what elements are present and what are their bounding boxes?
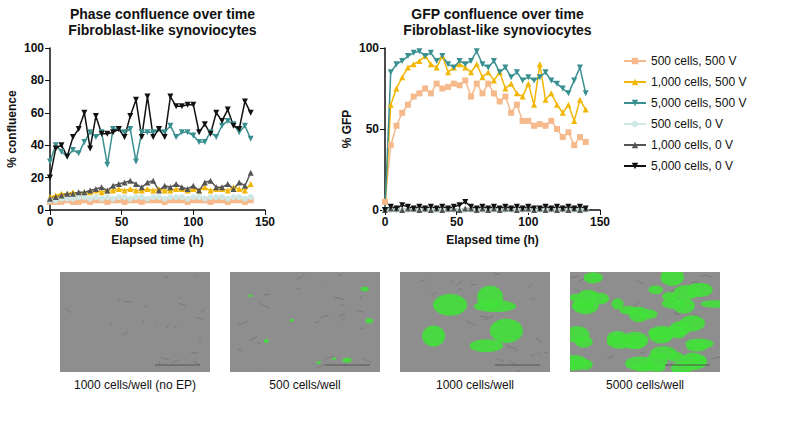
svg-text:100: 100 xyxy=(518,215,538,229)
svg-text:GFP confluence over time: GFP confluence over time xyxy=(411,6,584,22)
svg-text:100: 100 xyxy=(359,41,379,55)
svg-text:150: 150 xyxy=(255,215,275,229)
svg-text:20: 20 xyxy=(31,171,45,185)
svg-text:40: 40 xyxy=(31,138,45,152)
svg-text:Elapsed time (h): Elapsed time (h) xyxy=(446,233,539,247)
svg-text:500 cells, 0 V: 500 cells, 0 V xyxy=(651,117,723,131)
svg-text:Phase confluence over time: Phase confluence over time xyxy=(70,6,255,22)
svg-text:% GFP: % GFP xyxy=(340,110,354,149)
svg-text:1,000 cells, 0 V: 1,000 cells, 0 V xyxy=(651,138,733,152)
svg-text:500 cells, 500 V: 500 cells, 500 V xyxy=(651,54,736,68)
svg-text:0: 0 xyxy=(47,215,54,229)
svg-text:150: 150 xyxy=(590,215,610,229)
svg-text:50: 50 xyxy=(115,215,129,229)
svg-text:50: 50 xyxy=(450,215,464,229)
svg-text:% confluence: % confluence xyxy=(5,90,19,168)
svg-text:100: 100 xyxy=(24,41,44,55)
svg-text:Fibroblast-like synoviocytes: Fibroblast-like synoviocytes xyxy=(403,22,591,38)
svg-text:5,000 cells, 0 V: 5,000 cells, 0 V xyxy=(651,159,733,173)
svg-text:Fibroblast-like synoviocytes: Fibroblast-like synoviocytes xyxy=(68,22,256,38)
svg-text:0: 0 xyxy=(372,203,379,217)
svg-text:0: 0 xyxy=(37,203,44,217)
html-text:1000 cells/well: 1000 cells/well xyxy=(436,378,514,392)
svg-text:1,000 cells, 500 V: 1,000 cells, 500 V xyxy=(651,75,746,89)
svg-text:0: 0 xyxy=(382,215,389,229)
svg-text:5,000 cells, 500 V: 5,000 cells, 500 V xyxy=(651,96,746,110)
svg-text:80: 80 xyxy=(31,73,45,87)
svg-text:50: 50 xyxy=(366,122,380,136)
svg-text:60: 60 xyxy=(31,106,45,120)
html-text:500 cells/well: 500 cells/well xyxy=(269,378,341,392)
svg-text:Elapsed time (h): Elapsed time (h) xyxy=(111,233,204,247)
html-text:5000 cells/well: 5000 cells/well xyxy=(606,378,684,392)
svg-text:100: 100 xyxy=(183,215,203,229)
html-text:1000 cells/well (no EP): 1000 cells/well (no EP) xyxy=(74,378,196,392)
